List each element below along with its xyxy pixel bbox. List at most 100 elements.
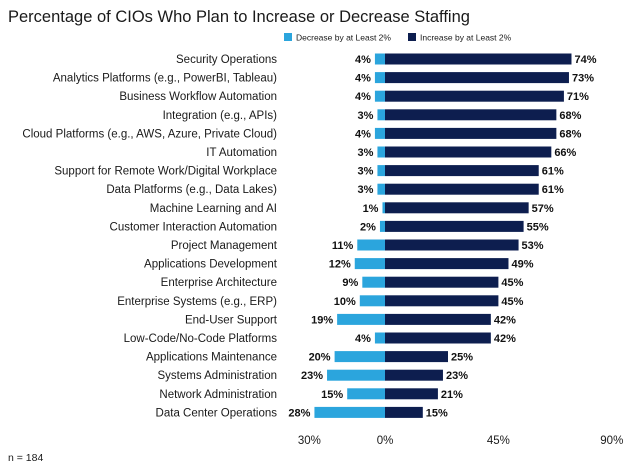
increase-value-label: 55% bbox=[527, 221, 549, 233]
legend-label-decrease: Decrease by at Least 2% bbox=[296, 33, 391, 43]
category-label: Network Administration bbox=[159, 389, 277, 401]
decrease-bar bbox=[382, 202, 385, 214]
category-label: Enterprise Architecture bbox=[161, 277, 277, 289]
bar-row: Customer Interaction Automation 2% 55% bbox=[110, 220, 549, 233]
category-label: Machine Learning and AI bbox=[150, 203, 277, 215]
increase-bar bbox=[385, 90, 564, 102]
decrease-bar bbox=[377, 109, 385, 121]
category-label: IT Automation bbox=[206, 147, 277, 159]
increase-value-label: 61% bbox=[542, 184, 564, 196]
decrease-bar bbox=[374, 90, 385, 102]
increase-value-label: 25% bbox=[451, 352, 473, 364]
decrease-value-label: 3% bbox=[358, 184, 374, 196]
decrease-value-label: 4% bbox=[355, 91, 371, 103]
increase-bar bbox=[385, 183, 539, 195]
decrease-bar bbox=[377, 183, 385, 195]
increase-value-label: 21% bbox=[441, 389, 463, 401]
bar-row: Systems Administration 23% 23% bbox=[157, 369, 468, 382]
x-tick-label: 90% bbox=[600, 435, 623, 447]
decrease-value-label: 19% bbox=[311, 314, 333, 326]
bar-row: Project Management 11% 53% bbox=[171, 239, 544, 252]
increase-bar bbox=[385, 369, 443, 381]
category-label: Low-Code/No-Code Platforms bbox=[124, 333, 278, 345]
legend-swatch-decrease bbox=[284, 33, 292, 41]
increase-bar bbox=[385, 258, 509, 270]
decrease-bar bbox=[359, 295, 385, 307]
bar-row: Applications Development 12% 49% bbox=[144, 258, 534, 271]
increase-value-label: 15% bbox=[426, 407, 448, 419]
category-label: Integration (e.g., APIs) bbox=[163, 110, 278, 122]
increase-value-label: 74% bbox=[574, 54, 596, 66]
chart-title: Percentage of CIOs Who Plan to Increase … bbox=[8, 8, 470, 26]
bar-row: Analytics Platforms (e.g., PowerBI, Tabl… bbox=[53, 72, 594, 85]
bar-row: Applications Maintenance 20% 25% bbox=[146, 351, 473, 364]
decrease-bar bbox=[379, 220, 385, 232]
bar-row: Data Center Operations 28% 15% bbox=[156, 406, 448, 419]
decrease-value-label: 4% bbox=[355, 73, 371, 85]
increase-bar bbox=[385, 109, 557, 121]
decrease-value-label: 3% bbox=[358, 147, 374, 159]
decrease-bar bbox=[374, 53, 385, 65]
increase-bar bbox=[385, 220, 524, 232]
increase-value-label: 23% bbox=[446, 370, 468, 382]
legend-swatch-increase bbox=[408, 33, 416, 41]
decrease-value-label: 4% bbox=[355, 54, 371, 66]
decrease-value-label: 10% bbox=[334, 296, 356, 308]
x-tick-label: 45% bbox=[487, 435, 510, 447]
increase-value-label: 68% bbox=[559, 128, 581, 140]
category-label: Customer Interaction Automation bbox=[110, 221, 277, 233]
bar-row: Cloud Platforms (e.g., AWS, Azure, Priva… bbox=[22, 127, 582, 140]
decrease-value-label: 23% bbox=[301, 370, 323, 382]
bar-row: Low-Code/No-Code Platforms 4% 42% bbox=[124, 332, 516, 345]
increase-value-label: 42% bbox=[494, 314, 516, 326]
increase-bar bbox=[385, 276, 499, 288]
decrease-bar bbox=[357, 239, 385, 251]
bar-row: Enterprise Architecture 9% 45% bbox=[161, 276, 524, 289]
bar-row: Integration (e.g., APIs) 3% 68% bbox=[163, 109, 582, 122]
category-label: Analytics Platforms (e.g., PowerBI, Tabl… bbox=[53, 73, 277, 85]
decrease-value-label: 12% bbox=[329, 259, 351, 271]
x-tick-label: 0% bbox=[377, 435, 394, 447]
increase-bar bbox=[385, 406, 423, 418]
sample-size-note: n = 184 bbox=[8, 452, 43, 464]
category-label: Data Platforms (e.g., Data Lakes) bbox=[106, 184, 277, 196]
bar-row: IT Automation 3% 66% bbox=[206, 146, 577, 159]
category-label: Support for Remote Work/Digital Workplac… bbox=[54, 166, 277, 178]
category-label: Applications Maintenance bbox=[146, 352, 277, 364]
increase-value-label: 73% bbox=[572, 73, 594, 85]
decrease-value-label: 2% bbox=[360, 221, 376, 233]
decrease-bar bbox=[337, 313, 385, 325]
category-label: Project Management bbox=[171, 240, 278, 252]
decrease-value-label: 1% bbox=[363, 203, 379, 215]
decrease-bar bbox=[314, 406, 385, 418]
decrease-value-label: 11% bbox=[332, 240, 354, 252]
decrease-value-label: 4% bbox=[355, 333, 371, 345]
increase-bar bbox=[385, 351, 448, 363]
decrease-value-label: 3% bbox=[358, 110, 374, 122]
bar-row: Machine Learning and AI 1% 57% bbox=[150, 202, 554, 215]
increase-value-label: 49% bbox=[511, 259, 533, 271]
bar-row: Business Workflow Automation 4% 71% bbox=[119, 90, 589, 103]
increase-value-label: 45% bbox=[501, 277, 523, 289]
increase-value-label: 45% bbox=[501, 296, 523, 308]
increase-bar bbox=[385, 146, 552, 158]
x-tick-label: 30% bbox=[298, 435, 321, 447]
increase-bar bbox=[385, 53, 572, 65]
increase-bar bbox=[385, 388, 438, 400]
category-label: End-User Support bbox=[185, 314, 278, 326]
decrease-bar bbox=[327, 369, 385, 381]
decrease-bar bbox=[334, 351, 385, 363]
increase-bar bbox=[385, 313, 491, 325]
category-label: Enterprise Systems (e.g., ERP) bbox=[117, 296, 277, 308]
increase-value-label: 61% bbox=[542, 166, 564, 178]
decrease-value-label: 9% bbox=[342, 277, 358, 289]
category-label: Systems Administration bbox=[157, 370, 277, 382]
legend: Decrease by at Least 2% Increase by at Le… bbox=[284, 33, 512, 43]
increase-bar bbox=[385, 295, 499, 307]
decrease-value-label: 4% bbox=[355, 128, 371, 140]
x-axis: 30% 0% 45% 90% bbox=[298, 435, 623, 447]
decrease-value-label: 15% bbox=[321, 389, 343, 401]
category-label: Business Workflow Automation bbox=[119, 91, 277, 103]
bar-row: Support for Remote Work/Digital Workplac… bbox=[54, 165, 564, 178]
